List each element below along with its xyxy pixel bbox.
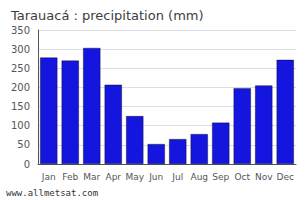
svg-text:50: 50 bbox=[17, 139, 30, 150]
svg-text:100: 100 bbox=[11, 120, 30, 131]
svg-text:150: 150 bbox=[11, 101, 30, 112]
svg-text:Jan: Jan bbox=[41, 172, 56, 182]
svg-text:250: 250 bbox=[11, 63, 30, 74]
svg-text:Dec: Dec bbox=[277, 172, 294, 182]
svg-text:Sep: Sep bbox=[212, 172, 229, 182]
svg-text:0: 0 bbox=[24, 159, 30, 170]
svg-text:Feb: Feb bbox=[62, 172, 78, 182]
svg-text:Oct: Oct bbox=[234, 172, 250, 182]
svg-text:www.allmetsat.com: www.allmetsat.com bbox=[6, 188, 98, 198]
svg-text:200: 200 bbox=[11, 82, 30, 93]
svg-text:Jul: Jul bbox=[171, 172, 183, 182]
svg-text:350: 350 bbox=[11, 25, 30, 36]
svg-text:Apr: Apr bbox=[105, 172, 121, 182]
svg-text:Nov: Nov bbox=[255, 172, 273, 182]
svg-text:Aug: Aug bbox=[190, 172, 208, 182]
svg-text:Tarauacá : precipitation (mm): Tarauacá : precipitation (mm) bbox=[10, 8, 204, 23]
svg-text:May: May bbox=[125, 172, 144, 182]
svg-text:300: 300 bbox=[11, 44, 30, 55]
svg-text:Jun: Jun bbox=[148, 172, 163, 182]
svg-text:Mar: Mar bbox=[83, 172, 100, 182]
